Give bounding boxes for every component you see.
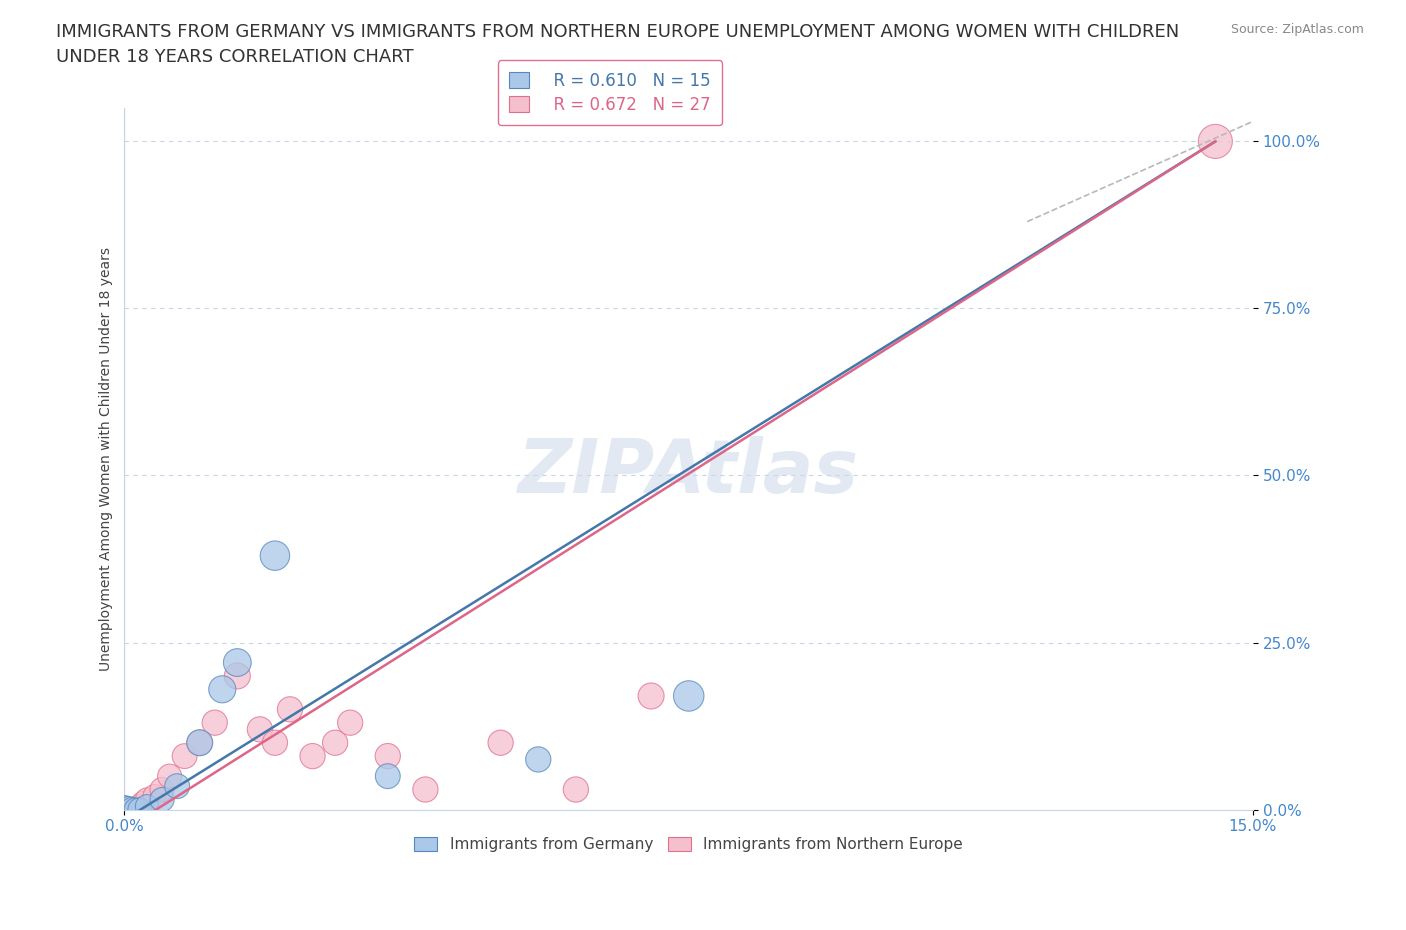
Point: [143, 789, 166, 804]
Point: [188, 736, 211, 751]
Point: [301, 749, 323, 764]
Point: [339, 715, 361, 730]
Point: [128, 802, 150, 817]
Point: [565, 782, 588, 797]
Point: [121, 802, 143, 817]
Point: [136, 799, 159, 814]
Text: UNDER 18 YEARS CORRELATION CHART: UNDER 18 YEARS CORRELATION CHART: [56, 48, 413, 66]
Point: [264, 736, 287, 751]
Point: [150, 782, 173, 797]
Point: [640, 688, 662, 703]
Point: [159, 769, 181, 784]
Point: [323, 736, 346, 751]
Point: [125, 802, 148, 817]
Text: Source: ZipAtlas.com: Source: ZipAtlas.com: [1230, 23, 1364, 36]
Text: ZIPAtlas: ZIPAtlas: [519, 436, 859, 510]
Text: IMMIGRANTS FROM GERMANY VS IMMIGRANTS FROM NORTHERN EUROPE UNEMPLOYMENT AMONG WO: IMMIGRANTS FROM GERMANY VS IMMIGRANTS FR…: [56, 23, 1180, 41]
Point: [226, 655, 249, 670]
Point: [211, 682, 233, 697]
Point: [188, 736, 211, 751]
Point: [264, 548, 287, 563]
Point: [128, 799, 150, 814]
Point: [117, 802, 139, 817]
Point: [377, 769, 399, 784]
Point: [150, 792, 173, 807]
Y-axis label: Unemployment Among Women with Children Under 18 years: Unemployment Among Women with Children U…: [100, 246, 114, 671]
Point: [204, 715, 226, 730]
Point: [173, 749, 195, 764]
Point: [166, 778, 188, 793]
Legend: Immigrants from Germany, Immigrants from Northern Europe: Immigrants from Germany, Immigrants from…: [408, 830, 969, 858]
Point: [377, 749, 399, 764]
Point: [527, 752, 550, 767]
Point: [489, 736, 512, 751]
Point: [249, 722, 271, 737]
Point: [226, 669, 249, 684]
Point: [1204, 134, 1226, 149]
Point: [136, 792, 159, 807]
Point: [132, 795, 155, 810]
Point: [125, 802, 148, 817]
Point: [117, 802, 139, 817]
Point: [278, 702, 301, 717]
Point: [114, 802, 136, 817]
Point: [678, 688, 700, 703]
Point: [121, 802, 143, 817]
Point: [114, 802, 136, 817]
Point: [114, 802, 136, 817]
Point: [415, 782, 437, 797]
